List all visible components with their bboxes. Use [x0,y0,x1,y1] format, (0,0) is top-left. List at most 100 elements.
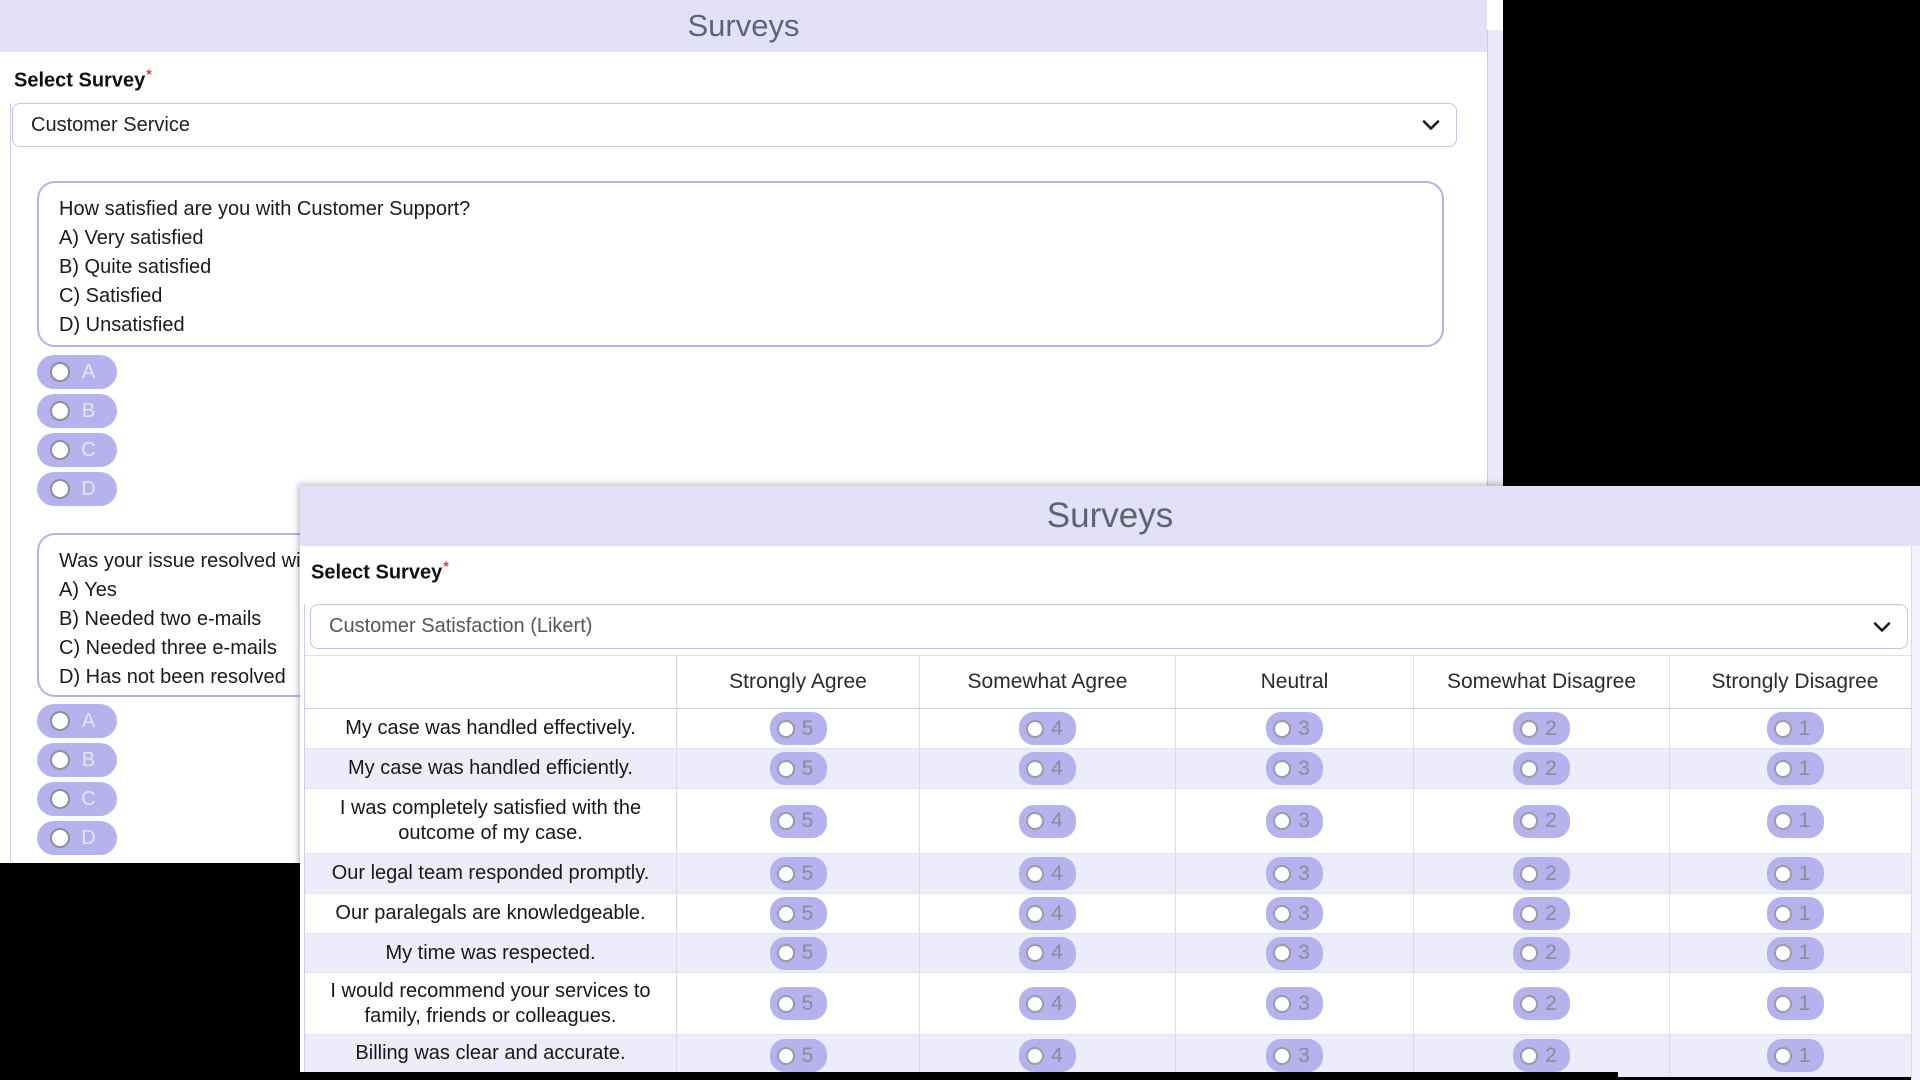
option-value: 4 [1051,756,1063,780]
black-region-bottom-left [0,863,300,1080]
likert-option-pill-4[interactable]: 4 [1019,897,1076,930]
choice-pill-q2-C[interactable]: C [37,782,117,816]
choice-pill-q2-D[interactable]: D [37,821,117,855]
likert-option-pill-5[interactable]: 5 [769,712,827,745]
surveys-window-back: Surveys Select Survey* Customer Service … [0,0,1503,863]
likert-option-pill-2[interactable]: 2 [1513,712,1570,745]
choice-letter: B [81,748,96,771]
likert-option-cell: 5 [677,854,920,894]
likert-option-cell: 3 [1176,973,1414,1035]
radio-circle [1026,944,1044,962]
radio-circle [50,401,70,421]
likert-statement-text: My case was handled efficiently. [348,757,633,779]
likert-statement-text: Our legal team responded promptly. [331,862,650,884]
likert-option-pill-1[interactable]: 1 [1766,752,1824,785]
likert-option-pill-5[interactable]: 5 [769,987,827,1020]
likert-option-pill-5[interactable]: 5 [769,936,827,970]
likert-option-pill-1[interactable]: 1 [1766,897,1824,930]
likert-option-pill-2[interactable]: 2 [1513,987,1570,1020]
likert-option-pill-4[interactable]: 4 [1019,987,1076,1020]
option-value: 3 [1298,716,1310,740]
likert-option-cell: 1 [1670,789,1920,854]
option-value: 3 [1298,1043,1310,1067]
radio-circle [1026,759,1044,778]
radio-circle [1520,719,1538,738]
likert-option-pill-3[interactable]: 3 [1266,897,1323,930]
option-value: 5 [801,901,814,925]
likert-option-pill-3[interactable]: 3 [1266,987,1323,1020]
likert-option-pill-3[interactable]: 3 [1266,712,1323,745]
likert-option-pill-3[interactable]: 3 [1266,1039,1323,1072]
likert-option-pill-5[interactable]: 5 [769,804,827,838]
choice-letter: C [81,787,96,810]
likert-option-pill-2[interactable]: 2 [1513,804,1570,838]
radio-circle [1026,904,1044,923]
radio-circle [1520,812,1538,830]
radio-circle [1520,1046,1538,1065]
likert-option-pill-5[interactable]: 5 [769,1039,827,1072]
back-survey-select[interactable]: Customer Service [12,103,1457,147]
question-text-line: B) Needed two e-mails [59,608,262,630]
likert-option-pill-4[interactable]: 4 [1019,752,1076,785]
choice-pill-q1-A[interactable]: A [37,355,117,389]
likert-option-pill-3[interactable]: 3 [1266,936,1323,970]
radio-circle [776,944,795,962]
likert-option-pill-3[interactable]: 3 [1266,857,1323,890]
likert-option-pill-5[interactable]: 5 [769,752,827,785]
likert-option-pill-1[interactable]: 1 [1766,1039,1824,1072]
option-value: 1 [1798,756,1811,780]
option-value: 2 [1545,991,1557,1015]
likert-option-pill-3[interactable]: 3 [1266,804,1323,838]
likert-option-pill-3[interactable]: 3 [1266,752,1323,785]
likert-option-cell: 2 [1414,749,1670,789]
likert-option-pill-2[interactable]: 2 [1513,1039,1570,1072]
choice-pill-q1-C[interactable]: C [37,433,117,467]
likert-option-pill-1[interactable]: 1 [1766,857,1824,890]
option-value: 5 [801,991,814,1015]
choice-pill-q1-B[interactable]: B [37,394,117,428]
likert-option-pill-5[interactable]: 5 [769,857,827,890]
likert-option-pill-1[interactable]: 1 [1766,987,1824,1020]
likert-option-cell: 5 [677,749,920,789]
likert-option-pill-2[interactable]: 2 [1513,936,1570,970]
choice-pill-q2-A[interactable]: A [37,704,117,738]
radio-circle [776,759,795,778]
radio-circle [1026,864,1044,883]
likert-option-cell: 3 [1176,1035,1414,1080]
likert-option-pill-2[interactable]: 2 [1513,752,1570,785]
likert-row: My case was handled efficiently. 5 4 3 2 1 [305,749,1920,789]
front-titlebar: Surveys [300,486,1920,546]
back-titlebar: Surveys [0,0,1487,52]
likert-option-pill-1[interactable]: 1 [1766,712,1824,745]
radio-circle [1273,944,1291,962]
choice-pill-q2-B[interactable]: B [37,743,117,777]
likert-option-pill-1[interactable]: 1 [1766,936,1824,970]
likert-option-cell: 4 [920,1035,1176,1080]
option-value: 1 [1798,809,1811,832]
likert-statement: I was completely satisfied with the outc… [305,789,677,854]
radio-circle [776,719,795,738]
likert-option-cell: 3 [1176,709,1414,749]
likert-statement: My case was handled effectively. [305,709,677,749]
likert-option-pill-1[interactable]: 1 [1766,804,1824,838]
choice-pill-q1-D[interactable]: D [37,472,117,506]
likert-option-pill-4[interactable]: 4 [1019,804,1076,838]
likert-option-pill-5[interactable]: 5 [769,897,827,930]
radio-circle [50,828,70,848]
likert-option-cell: 3 [1176,854,1414,894]
likert-option-pill-2[interactable]: 2 [1513,857,1570,890]
likert-option-pill-4[interactable]: 4 [1019,857,1076,890]
likert-option-cell: 3 [1176,934,1414,973]
question-text-line: C) Needed three e-mails [59,637,277,659]
front-vertical-scrollbar[interactable] [1911,546,1920,1080]
front-survey-select[interactable]: Customer Satisfaction (Likert) [310,604,1908,649]
choice-letter: B [81,399,96,422]
radio-circle [1773,904,1792,923]
radio-circle [1520,864,1538,883]
likert-option-pill-2[interactable]: 2 [1513,897,1570,930]
radio-circle [1773,719,1792,738]
likert-option-pill-4[interactable]: 4 [1019,1039,1076,1072]
likert-option-pill-4[interactable]: 4 [1019,712,1076,745]
likert-option-pill-4[interactable]: 4 [1019,936,1076,970]
